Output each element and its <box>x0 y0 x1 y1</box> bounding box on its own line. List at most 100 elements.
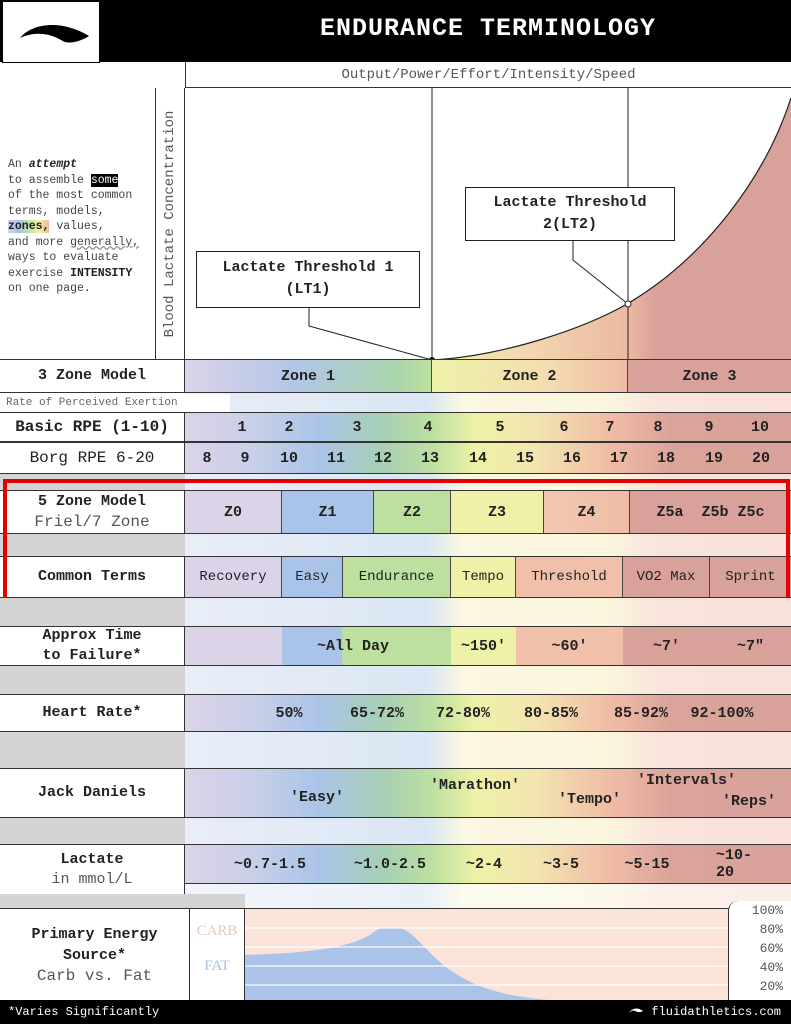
row-label: Approx Time to Failure* <box>0 627 185 665</box>
spacer-band <box>185 598 791 626</box>
rpe-section-label: Rate of Perceived Exertion <box>0 394 230 412</box>
spacer-band <box>185 732 791 768</box>
hr-value: 80-85% <box>523 704 579 722</box>
hr-value: 50% <box>275 704 303 722</box>
ttf-all-day: ~All Day <box>316 637 390 655</box>
borg-value: 19 <box>704 449 724 467</box>
lactate-value: ~2-4 <box>465 855 503 873</box>
footer: *Varies Significantly fluidathletics.com <box>0 1000 791 1024</box>
rpe-value: 10 <box>750 418 770 436</box>
row-label: Heart Rate* <box>0 695 185 731</box>
borg-value: 16 <box>562 449 582 467</box>
ttf-z0 <box>185 627 282 665</box>
zone-3: Zone 3 <box>628 360 791 392</box>
lactate-value: ~3-5 <box>542 855 580 873</box>
borg-value: 13 <box>420 449 440 467</box>
spacer-gray <box>0 732 185 768</box>
row-borg-rpe: Borg RPE 6-20 8 9 10 11 12 13 14 15 16 1… <box>0 442 791 474</box>
site-link[interactable]: fluidathletics.com <box>628 1005 781 1019</box>
highlight-box <box>3 479 790 604</box>
row-energy-source: Primary Energy Source* Carb vs. Fat CARB… <box>0 901 791 1001</box>
ttf-7min: ~7′ <box>623 627 710 665</box>
row-time-to-failure: Approx Time to Failure* ~All Day ~150′ ~6… <box>0 626 791 666</box>
rpe-value: 2 <box>284 418 294 436</box>
zone-z1: Z1 <box>282 491 374 533</box>
rpe-value: 6 <box>559 418 569 436</box>
term-endurance: Endurance <box>343 557 451 597</box>
row-basic-rpe: Basic RPE (1-10) 1 2 3 4 5 6 7 8 9 10 <box>0 412 791 442</box>
rpe-value: 7 <box>605 418 615 436</box>
borg-value: 17 <box>609 449 629 467</box>
spacer-gray <box>0 598 185 626</box>
footnote: *Varies Significantly <box>8 1005 160 1019</box>
spacer-band <box>185 534 791 556</box>
row-label: Borg RPE 6-20 <box>0 443 185 473</box>
hr-value: 92-100% <box>690 704 754 722</box>
borg-value: 10 <box>279 449 299 467</box>
lactate-value: ~10-20 <box>716 847 753 881</box>
percent-axis: 100% 80% 60% 40% 20% <box>728 901 791 1001</box>
intro-text: An attempt to assemble some of the most … <box>8 158 140 295</box>
ttf-60: ~60′ <box>516 627 623 665</box>
logo <box>2 1 100 63</box>
jd-intervals: 'Intervals' <box>637 772 737 789</box>
header-bar <box>0 0 791 62</box>
rpe-value: 3 <box>352 418 362 436</box>
zone-z0: Z0 <box>185 491 282 533</box>
jd-reps: 'Reps' <box>722 793 777 810</box>
lactate-value: ~1.0-2.5 <box>353 855 427 873</box>
spacer-gray <box>0 818 185 844</box>
rpe-value: 5 <box>495 418 505 436</box>
carb-fat-legend: CARB FAT <box>189 909 245 1001</box>
hr-value: 65-72% <box>349 704 405 722</box>
spacer-band <box>185 393 791 413</box>
page-title: ENDURANCE TERMINOLOGY <box>319 14 657 43</box>
borg-value: 9 <box>240 449 250 467</box>
borg-value: 14 <box>468 449 488 467</box>
term-tempo: Tempo <box>451 557 516 597</box>
term-easy: Easy <box>282 557 343 597</box>
ttf-z1-z2 <box>282 627 451 665</box>
lactate-value: ~5-15 <box>624 855 670 873</box>
lt1-label: Lactate Threshold 1 (LT1) <box>196 251 420 308</box>
zone-z2: Z2 <box>374 491 451 533</box>
row-label: Lactate in mmol/L <box>0 845 185 895</box>
spacer-band <box>185 884 791 908</box>
rpe-value: 8 <box>653 418 663 436</box>
rpe-value: 9 <box>704 418 714 436</box>
hr-value: 85-92% <box>613 704 669 722</box>
swoosh-logo-icon <box>20 24 89 43</box>
row-lactate: Lactate in mmol/L ~0.7-1.5 ~1.0-2.5 ~2-4… <box>0 844 791 895</box>
energy-source-chart <box>245 909 728 1001</box>
term-recovery: Recovery <box>185 557 282 597</box>
row-5-zone-model: 5 Zone Model Friel/7 Zone Z0 Z1 Z2 Z3 Z4… <box>0 490 791 534</box>
zone-z4: Z4 <box>544 491 630 533</box>
zone-z5: Z5a Z5b Z5c <box>630 491 791 533</box>
rpe-value: 4 <box>423 418 433 436</box>
borg-value: 18 <box>656 449 676 467</box>
zone-1: Zone 1 <box>185 360 432 392</box>
row-3-zone-model: 3 Zone Model Zone 1 Zone 2 Zone 3 <box>0 359 791 393</box>
fat-label: FAT <box>204 958 230 974</box>
jd-easy: 'Easy' <box>290 789 345 806</box>
lactate-value: ~0.7-1.5 <box>233 855 307 873</box>
row-heart-rate: Heart Rate* 50% 65-72% 72-80% 80-85% 85-… <box>0 694 791 732</box>
borg-value: 8 <box>202 449 212 467</box>
spacer-gray <box>0 666 185 694</box>
rpe-value: 1 <box>237 418 247 436</box>
borg-value: 15 <box>515 449 535 467</box>
jd-marathon: 'Marathon' <box>430 777 521 794</box>
lactate-curve-chart <box>308 88 791 360</box>
spacer-gray <box>0 894 245 908</box>
spacer-gray <box>0 534 185 556</box>
row-label: Common Terms <box>0 557 185 597</box>
hr-value: 72-80% <box>435 704 491 722</box>
ttf-7sec: ~7″ <box>710 627 791 665</box>
row-jack-daniels: Jack Daniels 'Easy' 'Marathon' 'Tempo' '… <box>0 768 791 818</box>
spacer-band <box>185 818 791 844</box>
lt2-label: Lactate Threshold 2(LT2) <box>465 187 675 241</box>
row-label: 3 Zone Model <box>0 360 185 392</box>
spacer-band <box>185 666 791 694</box>
zone-2: Zone 2 <box>432 360 628 392</box>
carb-label: CARB <box>196 923 238 939</box>
